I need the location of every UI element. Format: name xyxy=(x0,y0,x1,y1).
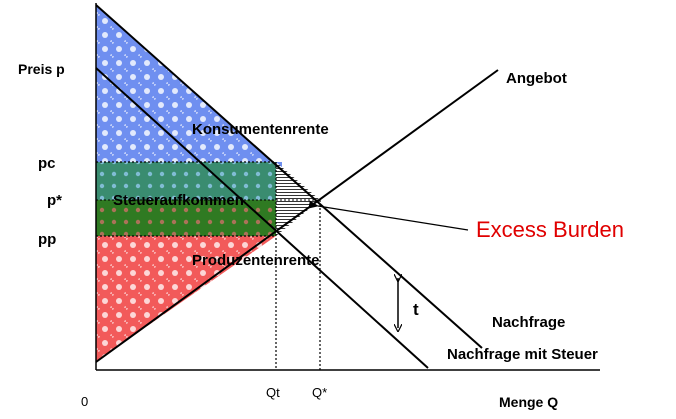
tax-revenue-upper-area xyxy=(96,162,276,200)
pp-label: pp xyxy=(38,231,56,248)
demand-with-tax-label: Nachfrage mit Steuer xyxy=(447,346,598,363)
x-axis-label: Menge Q xyxy=(499,394,558,410)
tax-label: t xyxy=(413,300,419,319)
qstar-label: Q* xyxy=(312,385,327,400)
pc-label: pc xyxy=(38,155,56,172)
pstar-label: p* xyxy=(47,192,62,209)
supply-curve xyxy=(95,69,499,363)
tax-revenue-lower-area xyxy=(96,200,276,236)
consumer-surplus-label: Konsumentenrente xyxy=(192,121,329,138)
excess-burden-arrow xyxy=(308,200,469,231)
demand-with-tax-curve xyxy=(95,67,429,369)
y-axis-label: Preis p xyxy=(18,61,65,77)
tax-revenue-label: Steueraufkommen xyxy=(113,192,244,209)
demand-label: Nachfrage xyxy=(492,314,565,331)
qt-label: Qt xyxy=(266,385,280,400)
producer-surplus-label: Produzentenrente xyxy=(192,252,320,269)
excess-burden-label: Excess Burden xyxy=(476,217,624,242)
excess-burden-area xyxy=(276,162,320,236)
origin-label: 0 xyxy=(81,394,88,409)
demand-curve xyxy=(95,4,483,349)
supply-label: Angebot xyxy=(506,70,567,87)
